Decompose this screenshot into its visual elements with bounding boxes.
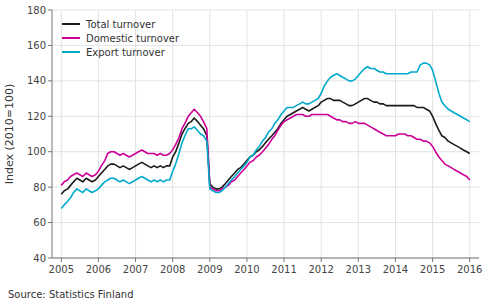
y-tick-label: 100 <box>27 146 46 157</box>
x-axis-line <box>52 258 479 259</box>
chart-container: 2005 2006 2007 2008 2009 2010 2011 2012 2013 2014… <box>0 0 493 304</box>
x-tick <box>321 258 322 262</box>
legend-swatch <box>62 37 80 39</box>
y-tick <box>48 80 52 81</box>
x-tick <box>61 258 62 262</box>
x-tick <box>209 258 210 262</box>
x-tick-label: 2012 <box>308 264 333 275</box>
legend-label: Total turnover <box>85 19 156 30</box>
lines <box>61 63 469 208</box>
y-tick-label: 160 <box>27 40 46 51</box>
grid-line-x <box>209 10 210 258</box>
grid-line-x <box>246 10 247 258</box>
y-tick <box>48 187 52 188</box>
grid-line-x <box>358 10 359 258</box>
grid-line-x <box>395 10 396 258</box>
grid-line-y <box>52 222 479 223</box>
x-tick <box>98 258 99 262</box>
y-tick <box>48 10 52 11</box>
y-tick <box>48 222 52 223</box>
grid-line-x <box>284 10 285 258</box>
grid-line-y <box>52 80 479 81</box>
x-tick-label: 2005 <box>49 264 74 275</box>
grid-line-y <box>52 116 479 117</box>
x-tick <box>135 258 136 262</box>
x-tick <box>432 258 433 262</box>
x-tick <box>172 258 173 262</box>
grid-line-x <box>321 10 322 258</box>
legend-swatch <box>62 23 80 25</box>
x-tick-label: 2016 <box>457 264 482 275</box>
x-tick <box>469 258 470 262</box>
chart: 2005 2006 2007 2008 2009 2010 2011 2012 2013 2014… <box>0 0 493 304</box>
y-tick-label: 40 <box>33 253 46 264</box>
x-tick <box>358 258 359 262</box>
x-tick <box>284 258 285 262</box>
y-tick-label: 120 <box>27 111 46 122</box>
grid-line-y <box>52 187 479 188</box>
grid-line-x <box>61 10 62 258</box>
y-tick <box>48 258 52 259</box>
legend-swatch <box>62 51 80 53</box>
y-tick-label: 180 <box>27 5 46 16</box>
legend-label: Domestic turnover <box>86 33 180 44</box>
y-tick-label: 140 <box>27 75 46 86</box>
y-tick <box>48 116 52 117</box>
axes: 2005 2006 2007 2008 2009 2010 2011 2012 2013 2014… <box>27 5 483 276</box>
x-tick-label: 2015 <box>420 264 445 275</box>
y-tick-label: 80 <box>33 182 46 193</box>
x-tick-label: 2013 <box>346 264 371 275</box>
grid-line-y <box>52 10 479 11</box>
x-tick-label: 2006 <box>86 264 111 275</box>
y-axis-label: Index (2010=100) <box>3 84 16 185</box>
grid <box>52 10 479 258</box>
y-axis-line <box>52 10 53 258</box>
x-tick <box>246 258 247 262</box>
x-tick-label: 2011 <box>271 264 296 275</box>
y-tick <box>48 151 52 152</box>
x-tick-label: 2010 <box>234 264 259 275</box>
x-tick-label: 2014 <box>383 264 408 275</box>
x-tick <box>395 258 396 262</box>
x-tick-label: 2007 <box>123 264 148 275</box>
grid-line-x <box>432 10 433 258</box>
legend: Total turnover Domestic turnover Export tu… <box>62 19 180 58</box>
source-annotation: Source: Statistics Finland <box>8 289 134 300</box>
grid-line-x <box>172 10 173 258</box>
x-tick-label: 2009 <box>197 264 222 275</box>
grid-line-x <box>469 10 470 258</box>
y-tick <box>48 45 52 46</box>
legend-label: Export turnover <box>86 47 166 58</box>
x-tick-label: 2008 <box>160 264 185 275</box>
series-line <box>61 109 469 190</box>
series-line <box>61 63 469 208</box>
y-tick-label: 60 <box>33 217 46 228</box>
grid-line-y <box>52 258 479 259</box>
